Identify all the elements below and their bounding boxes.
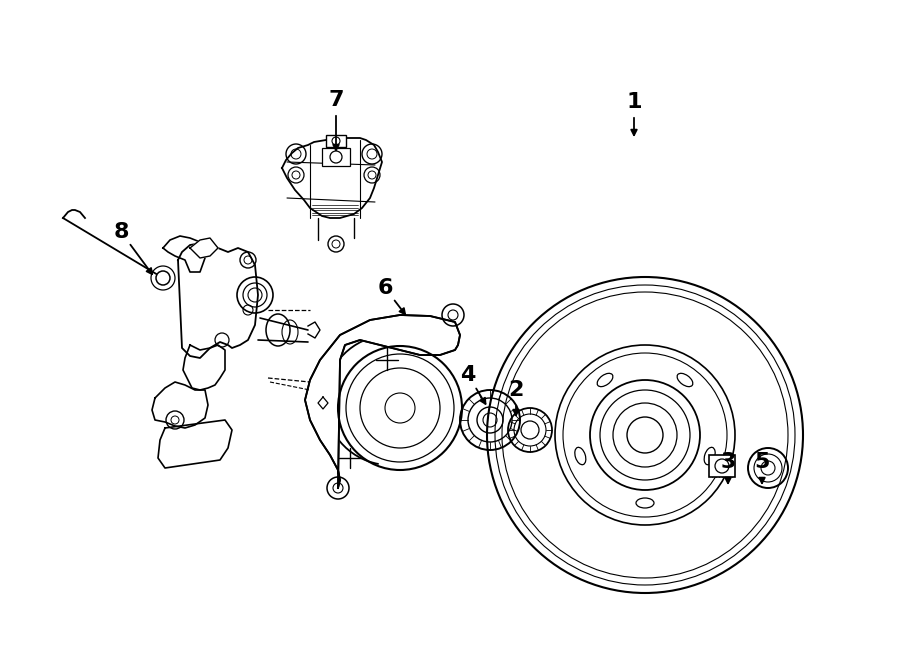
Text: 2: 2 [508,380,524,400]
Text: 7: 7 [328,90,344,110]
Text: 5: 5 [754,452,770,472]
Text: 6: 6 [377,278,392,298]
Text: 1: 1 [626,92,642,112]
Polygon shape [282,138,382,218]
Bar [322,148,350,166]
Polygon shape [183,345,225,390]
Text: 8: 8 [113,222,129,242]
Polygon shape [305,315,460,488]
Polygon shape [178,242,258,358]
Polygon shape [152,382,208,428]
Text: 4: 4 [460,365,476,385]
Text: 3: 3 [720,452,735,472]
Circle shape [761,461,775,475]
Polygon shape [190,238,218,258]
Bar [709,455,735,477]
Polygon shape [158,420,232,468]
Polygon shape [163,236,205,272]
Bar [326,135,346,147]
Circle shape [156,271,170,285]
